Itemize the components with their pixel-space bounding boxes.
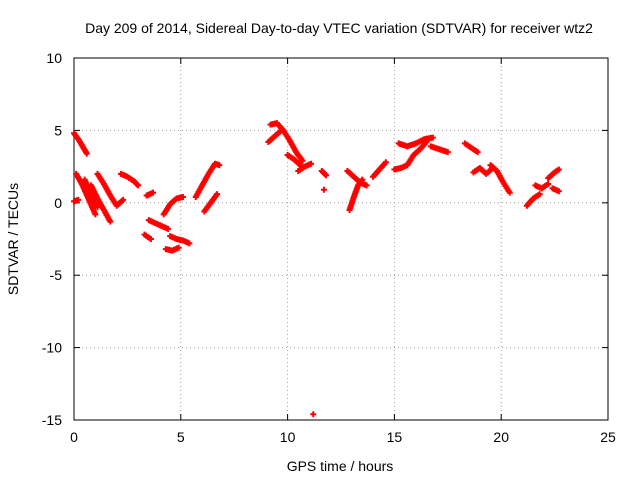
data-point bbox=[216, 162, 223, 169]
data-point bbox=[310, 411, 317, 418]
y-tick-label: -5 bbox=[50, 267, 63, 283]
data-point bbox=[444, 149, 451, 156]
data-point bbox=[164, 225, 171, 232]
data-point bbox=[299, 157, 306, 164]
x-tick-label: 10 bbox=[280, 429, 296, 445]
x-axis-label: GPS time / hours bbox=[287, 458, 394, 474]
data-point bbox=[506, 189, 513, 196]
data-points bbox=[71, 120, 562, 418]
data-point bbox=[75, 196, 82, 203]
data-point bbox=[107, 218, 114, 225]
data-point bbox=[175, 244, 182, 251]
data-point bbox=[83, 150, 90, 157]
data-point bbox=[150, 189, 157, 196]
data-point bbox=[555, 188, 562, 195]
y-tick-label: 0 bbox=[54, 195, 62, 211]
y-tick-label: 10 bbox=[46, 50, 62, 66]
plot-frame bbox=[73, 57, 609, 421]
data-point bbox=[545, 180, 552, 187]
x-tick-label: 25 bbox=[600, 429, 616, 445]
grid bbox=[74, 58, 608, 420]
chart-title: Day 209 of 2014, Sidereal Day-to-day VTE… bbox=[85, 20, 593, 36]
data-point bbox=[308, 160, 315, 167]
x-tick-label: 20 bbox=[493, 429, 509, 445]
data-point bbox=[555, 166, 562, 173]
data-point bbox=[320, 186, 327, 193]
data-point bbox=[536, 191, 543, 198]
data-point bbox=[474, 149, 481, 156]
x-tick-label: 0 bbox=[70, 429, 78, 445]
x-tick-label: 15 bbox=[387, 429, 403, 445]
data-point bbox=[363, 182, 370, 189]
data-point bbox=[323, 172, 330, 179]
data-point bbox=[382, 159, 389, 166]
y-tick-label: -10 bbox=[42, 340, 62, 356]
y-tick-label: 5 bbox=[54, 122, 62, 138]
x-tick-label: 5 bbox=[177, 429, 185, 445]
y-axis-label: SDTVAR / TECUs bbox=[5, 183, 21, 295]
data-point bbox=[186, 240, 193, 247]
data-point bbox=[147, 236, 154, 242]
data-point bbox=[214, 191, 221, 198]
y-tick-label: -15 bbox=[42, 412, 62, 428]
data-point bbox=[429, 134, 436, 141]
data-point bbox=[120, 196, 127, 203]
axis-ticks: 0 5 10 15 20 25 10 5 0 -5 -10 -15 bbox=[42, 50, 616, 445]
data-point bbox=[135, 182, 142, 189]
data-point bbox=[179, 194, 186, 201]
data-point bbox=[92, 211, 99, 218]
